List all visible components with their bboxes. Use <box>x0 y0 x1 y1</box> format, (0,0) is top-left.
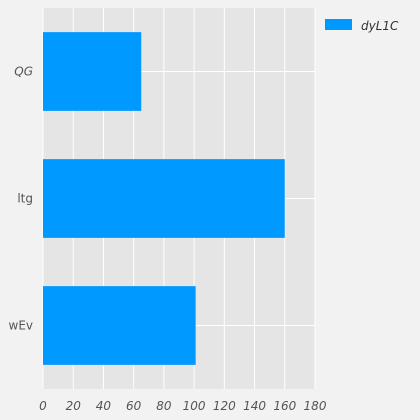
legend-swatch <box>325 19 352 30</box>
x-tick-label: 20 <box>66 399 82 413</box>
y-axis-ticks: QG ltg wEv <box>9 65 34 333</box>
x-tick-label: 80 <box>156 399 172 413</box>
x-tick-label: 180 <box>304 399 327 413</box>
x-tick-label: 140 <box>243 399 266 413</box>
bar-ltg <box>43 159 285 238</box>
bars <box>43 32 285 365</box>
x-tick-label: 120 <box>213 399 236 413</box>
legend-label: dyL1C <box>361 19 399 33</box>
bar-wEv <box>43 286 196 365</box>
y-tick-label: ltg <box>17 192 33 206</box>
bar-QG <box>43 32 142 111</box>
x-tick-label: 160 <box>273 399 296 413</box>
legend: dyL1C <box>325 19 399 33</box>
x-tick-label: 60 <box>126 399 142 413</box>
x-tick-label: 100 <box>183 399 206 413</box>
y-tick-label: QG <box>14 65 33 79</box>
x-axis-ticks: 0 20 40 60 80 100 120 140 160 180 <box>39 399 327 413</box>
x-tick-label: 40 <box>96 399 112 413</box>
y-tick-label: wEv <box>9 319 34 333</box>
x-tick-label: 0 <box>39 399 47 413</box>
